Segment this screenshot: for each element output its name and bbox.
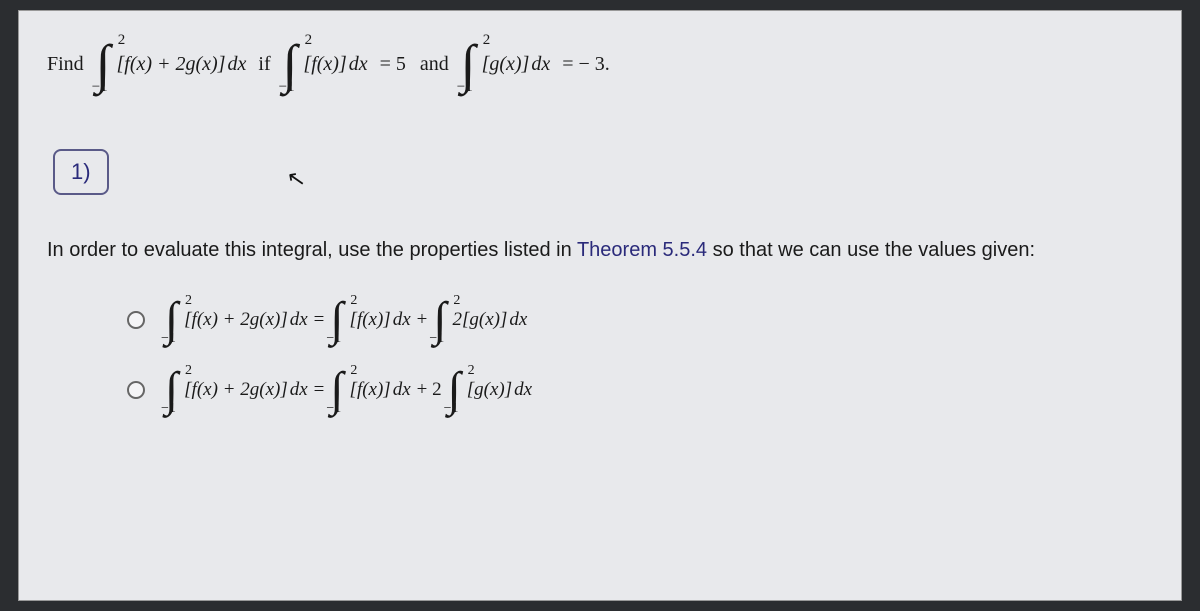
dx: dx bbox=[509, 309, 527, 331]
integral-target: ∫ 2 −1 [f(x) + 2g(x)] dx bbox=[96, 37, 247, 91]
integral-sign-icon: ∫ 2 −1 bbox=[165, 296, 178, 344]
option-a[interactable]: ∫ 2 −1 [f(x) + 2g(x)] dx = ∫ 2 −1 [f(x)]… bbox=[127, 296, 1153, 344]
lower-limit: −1 bbox=[161, 332, 176, 346]
instruction-text: In order to evaluate this integral, use … bbox=[47, 239, 1153, 262]
lower-limit: −1 bbox=[326, 402, 341, 416]
integrand: [f(x) + 2g(x)] bbox=[184, 309, 288, 331]
integral-g: ∫ 2 −1 [g(x)] dx bbox=[461, 37, 550, 91]
upper-limit: 2 bbox=[305, 33, 313, 48]
worksheet-page: Find ∫ 2 −1 [f(x) + 2g(x)] dx if ∫ 2 −1 … bbox=[18, 10, 1182, 601]
integrand: 2[g(x)] bbox=[453, 309, 508, 331]
integral-sign-icon: ∫ 2 −1 bbox=[448, 366, 461, 414]
integral-f: ∫ 2 −1 [f(x)] dx bbox=[283, 37, 368, 91]
equals-value: = − 3. bbox=[562, 53, 610, 76]
dx: dx bbox=[393, 309, 411, 331]
lower-limit: −1 bbox=[161, 402, 176, 416]
answer-options: ∫ 2 −1 [f(x) + 2g(x)] dx = ∫ 2 −1 [f(x)]… bbox=[127, 296, 1153, 414]
lower-limit: −1 bbox=[457, 80, 473, 95]
lower-limit: −1 bbox=[429, 332, 444, 346]
upper-limit: 2 bbox=[185, 294, 192, 308]
option-b-math: ∫ 2 −1 [f(x) + 2g(x)] dx = ∫ 2 −1 [f(x)]… bbox=[163, 366, 534, 414]
dx: dx bbox=[514, 379, 532, 401]
lower-limit: −1 bbox=[92, 80, 108, 95]
integrand: [f(x) + 2g(x)] bbox=[184, 379, 288, 401]
if-label: if bbox=[258, 53, 270, 76]
option-b[interactable]: ∫ 2 −1 [f(x) + 2g(x)] dx = ∫ 2 −1 [f(x)]… bbox=[127, 366, 1153, 414]
instruction-post: so that we can use the values given: bbox=[707, 239, 1035, 261]
instruction-pre: In order to evaluate this integral, use … bbox=[47, 239, 577, 261]
cursor-icon: ↖ bbox=[285, 165, 308, 194]
lower-limit: −1 bbox=[444, 402, 459, 416]
dx: dx bbox=[228, 53, 247, 76]
equals-sign: = bbox=[314, 309, 325, 331]
upper-limit: 2 bbox=[118, 33, 126, 48]
integral-sign-icon: ∫ 2 −1 bbox=[461, 37, 476, 91]
integrand: [f(x)] bbox=[350, 379, 391, 401]
integrand: [g(x)] bbox=[482, 53, 530, 76]
plus-sign: + 2 bbox=[417, 379, 442, 401]
theorem-reference: Theorem 5.5.4 bbox=[577, 239, 707, 261]
dx: dx bbox=[393, 379, 411, 401]
question-prompt: Find ∫ 2 −1 [f(x) + 2g(x)] dx if ∫ 2 −1 … bbox=[47, 37, 1153, 91]
integrand: [f(x) + 2g(x)] bbox=[116, 53, 225, 76]
and-label: and bbox=[420, 53, 449, 76]
dx: dx bbox=[531, 53, 550, 76]
radio-icon[interactable] bbox=[127, 311, 145, 329]
integral-sign-icon: ∫ 2 −1 bbox=[96, 37, 111, 91]
lower-limit: −1 bbox=[279, 80, 295, 95]
dx: dx bbox=[290, 309, 308, 331]
integrand: [f(x)] bbox=[303, 53, 346, 76]
integral-sign-icon: ∫ 2 −1 bbox=[283, 37, 298, 91]
upper-limit: 2 bbox=[350, 294, 357, 308]
dx: dx bbox=[349, 53, 368, 76]
integral-sign-icon: ∫ 2 −1 bbox=[330, 366, 343, 414]
step-badge: 1) bbox=[53, 149, 109, 195]
equals-sign: = bbox=[314, 379, 325, 401]
plus-sign: + bbox=[417, 309, 428, 331]
upper-limit: 2 bbox=[468, 364, 475, 378]
upper-limit: 2 bbox=[483, 33, 491, 48]
find-label: Find bbox=[47, 53, 84, 76]
upper-limit: 2 bbox=[350, 364, 357, 378]
upper-limit: 2 bbox=[185, 364, 192, 378]
upper-limit: 2 bbox=[453, 294, 460, 308]
integrand: [f(x)] bbox=[350, 309, 391, 331]
radio-icon[interactable] bbox=[127, 381, 145, 399]
integral-sign-icon: ∫ 2 −1 bbox=[330, 296, 343, 344]
option-a-math: ∫ 2 −1 [f(x) + 2g(x)] dx = ∫ 2 −1 [f(x)]… bbox=[163, 296, 529, 344]
integral-sign-icon: ∫ 2 −1 bbox=[165, 366, 178, 414]
equals-value: = 5 bbox=[380, 53, 406, 76]
lower-limit: −1 bbox=[326, 332, 341, 346]
dx: dx bbox=[290, 379, 308, 401]
integrand: [g(x)] bbox=[467, 379, 512, 401]
integral-sign-icon: ∫ 2 −1 bbox=[433, 296, 446, 344]
